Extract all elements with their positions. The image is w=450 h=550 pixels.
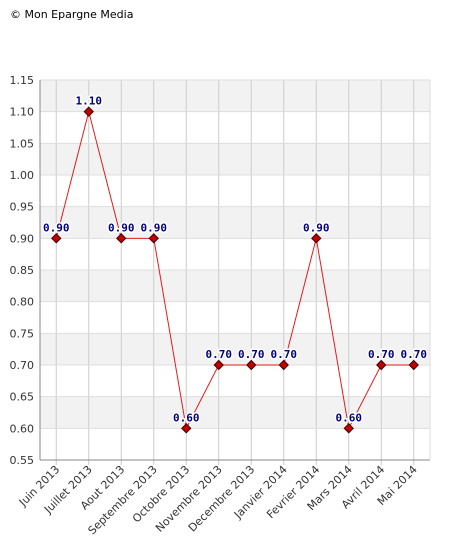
- vertical-gridlines: [55, 80, 415, 465]
- y-tick-label: 0.95: [10, 201, 35, 214]
- y-axis-ticks: 0.55 0.60 0.65 0.70 0.75 0.80 0.85 0.90 0.95 1.00…: [10, 74, 35, 467]
- plot-band: [40, 333, 430, 365]
- data-label: 0.60: [173, 411, 200, 424]
- y-tick-label: 0.70: [10, 359, 35, 372]
- data-point: [311, 233, 322, 244]
- plot-band: [40, 80, 430, 112]
- x-tick-label: Octobre 2013: [130, 463, 192, 525]
- y-tick-label: 1.05: [10, 137, 35, 150]
- y-tick-label: 0.85: [10, 264, 35, 277]
- plot-bands: [40, 80, 430, 429]
- plot-band: [40, 206, 430, 239]
- data-point: [181, 423, 192, 434]
- copyright-notice: © Mon Epargne Media: [10, 8, 134, 21]
- series-markers: [51, 106, 419, 434]
- series-lines: [55, 111, 414, 430]
- data-label: 0.70: [368, 348, 395, 361]
- data-label: 0.70: [401, 348, 428, 361]
- data-point: [278, 359, 289, 371]
- plot-band: [40, 143, 430, 175]
- y-tick-label: 1.00: [10, 169, 35, 182]
- data-labels: 0.90 1.10 0.90 0.90 0.60 0.70 0.70 0.70 0.90 0.60…: [42, 93, 429, 426]
- data-label: 0.70: [206, 348, 233, 361]
- data-label: 1.10: [76, 95, 103, 108]
- plot-band: [40, 396, 430, 429]
- data-point: [213, 359, 224, 371]
- y-tick-label: 0.75: [10, 327, 35, 340]
- plot-band: [40, 270, 430, 302]
- axes: [39, 80, 431, 461]
- y-tick-label: 1.10: [10, 106, 35, 119]
- data-label: 0.70: [238, 348, 265, 361]
- data-label: 0.70: [271, 348, 298, 361]
- y-tick-label: 0.55: [10, 454, 35, 467]
- data-label: 0.60: [336, 411, 363, 424]
- data-point: [51, 233, 62, 244]
- y-tick-label: 0.80: [10, 296, 35, 309]
- data-label: 0.90: [108, 221, 135, 234]
- data-label: 0.90: [303, 221, 330, 234]
- data-point: [246, 359, 257, 371]
- data-label: 0.90: [43, 221, 70, 234]
- y-tick-label: 0.90: [10, 232, 35, 245]
- data-point: [116, 233, 127, 244]
- y-tick-label: 0.65: [10, 391, 35, 404]
- data-label: 0.90: [141, 221, 168, 234]
- data-point: [343, 423, 354, 434]
- data-point: [148, 233, 159, 244]
- data-point: [376, 359, 387, 371]
- y-tick-label: 0.60: [10, 422, 35, 435]
- data-point: [408, 359, 419, 371]
- series-line: [55, 111, 414, 430]
- y-tick-label: 1.15: [10, 74, 35, 87]
- data-point: [83, 106, 94, 117]
